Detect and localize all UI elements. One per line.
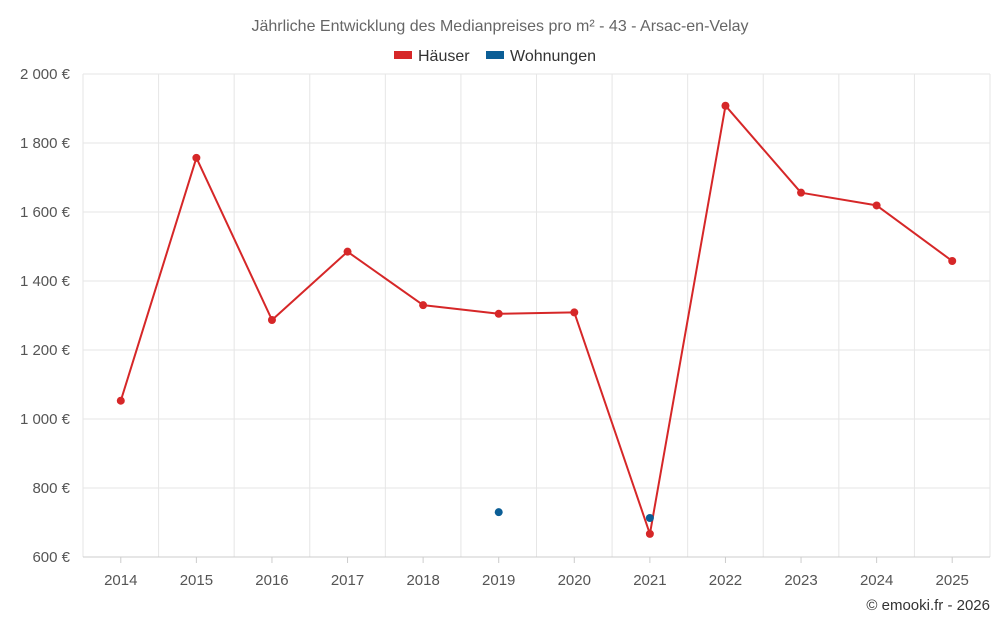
x-tick-label: 2020	[558, 572, 591, 589]
data-point[interactable]	[494, 508, 503, 517]
x-axis-ticks: 2014 2015 2016 2017 2018 2019 2020 2021 2022 2023…	[104, 572, 969, 589]
data-point[interactable]	[570, 308, 579, 317]
x-tick-label: 2022	[709, 572, 742, 589]
x-tick-label: 2014	[104, 572, 137, 589]
chart-title: Jährliche Entwicklung des Medianpreises …	[251, 18, 748, 35]
x-tick-label: 2016	[255, 572, 288, 589]
y-axis-ticks: 600 € 800 € 1 000 € 1 200 € 1 400 € 1 600 € 1 …	[20, 66, 71, 566]
data-point[interactable]	[267, 315, 276, 324]
y-tick-label: 800 €	[32, 480, 70, 497]
y-tick-label: 2 000 €	[20, 66, 71, 83]
x-tick-label: 2025	[936, 572, 969, 589]
data-point[interactable]	[872, 201, 881, 210]
legend: Häuser Wohnungen	[394, 48, 596, 65]
series-1	[494, 508, 654, 523]
x-tick-label: 2018	[406, 572, 439, 589]
data-point[interactable]	[797, 188, 806, 197]
axes	[83, 556, 990, 563]
y-tick-label: 1 600 €	[20, 204, 71, 221]
legend-label-wohnungen[interactable]: Wohnungen	[510, 48, 596, 65]
grid	[82, 73, 991, 557]
data-point[interactable]	[116, 396, 125, 405]
y-tick-label: 1 800 €	[20, 135, 71, 152]
y-tick-label: 600 €	[32, 549, 70, 566]
x-tick-label: 2015	[180, 572, 213, 589]
series	[116, 101, 957, 538]
series-0	[116, 101, 957, 538]
data-point[interactable]	[948, 256, 957, 265]
legend-swatch-haeuser[interactable]	[394, 51, 412, 59]
x-tick-label: 2017	[331, 572, 364, 589]
x-tick-label: 2019	[482, 572, 515, 589]
x-tick-label: 2021	[633, 572, 666, 589]
series-line	[119, 104, 953, 535]
data-point[interactable]	[192, 153, 201, 162]
x-tick-label: 2024	[860, 572, 893, 589]
credit-text: © emooki.fr - 2026	[866, 597, 990, 614]
legend-label-haeuser[interactable]: Häuser	[418, 48, 470, 65]
data-point[interactable]	[494, 309, 503, 318]
data-point[interactable]	[645, 529, 654, 538]
data-point[interactable]	[721, 101, 730, 110]
data-point[interactable]	[419, 301, 428, 310]
legend-swatch-wohnungen[interactable]	[486, 51, 504, 59]
data-point[interactable]	[343, 247, 352, 256]
y-tick-label: 1 400 €	[20, 273, 71, 290]
y-tick-label: 1 000 €	[20, 411, 71, 428]
y-tick-label: 1 200 €	[20, 342, 71, 359]
data-point[interactable]	[645, 514, 654, 523]
x-tick-label: 2023	[784, 572, 817, 589]
